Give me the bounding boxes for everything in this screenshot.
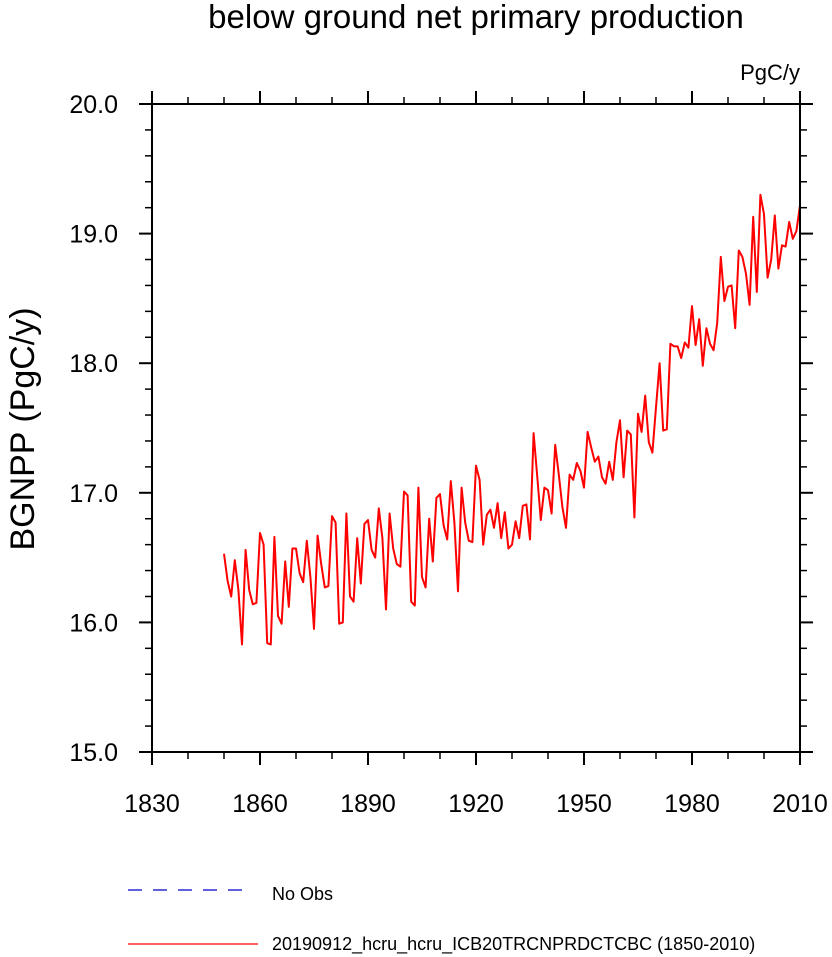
x-tick-label: 1950 — [556, 790, 612, 818]
y-tick-label: 18.0 — [69, 350, 118, 378]
units-label: PgC/y — [740, 60, 800, 85]
plot-line-layer — [223, 193, 801, 646]
x-tick-label: 2010 — [772, 790, 828, 818]
legend: No Obs 20190912_hcru_hcru_ICB20TRCNPRDCT… — [128, 884, 755, 955]
major-ticks — [139, 91, 813, 765]
x-tick-label: 1830 — [124, 790, 180, 818]
x-tick-label: 1890 — [340, 790, 396, 818]
x-tick-label: 1860 — [232, 790, 288, 818]
y-tick-label: 17.0 — [69, 480, 118, 508]
series-line-0 — [223, 193, 801, 646]
y-tick-label: 15.0 — [69, 739, 118, 767]
x-tick-label: 1920 — [448, 790, 504, 818]
legend-label-model: 20190912_hcru_hcru_ICB20TRCNPRDCTCBC (18… — [272, 934, 755, 955]
y-tick-label: 16.0 — [69, 609, 118, 637]
y-tick-label: 19.0 — [69, 221, 118, 249]
legend-label-no-obs: No Obs — [272, 884, 333, 904]
tick-labels: 1830 1860 1890 1920 1950 1980 2010 15.0 16.0 17.0… — [69, 91, 827, 818]
x-tick-label: 1980 — [664, 790, 720, 818]
chart-title: below ground net primary production — [208, 0, 744, 35]
minor-ticks — [145, 97, 807, 759]
plot-frame — [151, 103, 801, 753]
y-axis-label: BGNPP (PgC/y) — [4, 307, 42, 550]
y-tick-label: 20.0 — [69, 91, 118, 119]
